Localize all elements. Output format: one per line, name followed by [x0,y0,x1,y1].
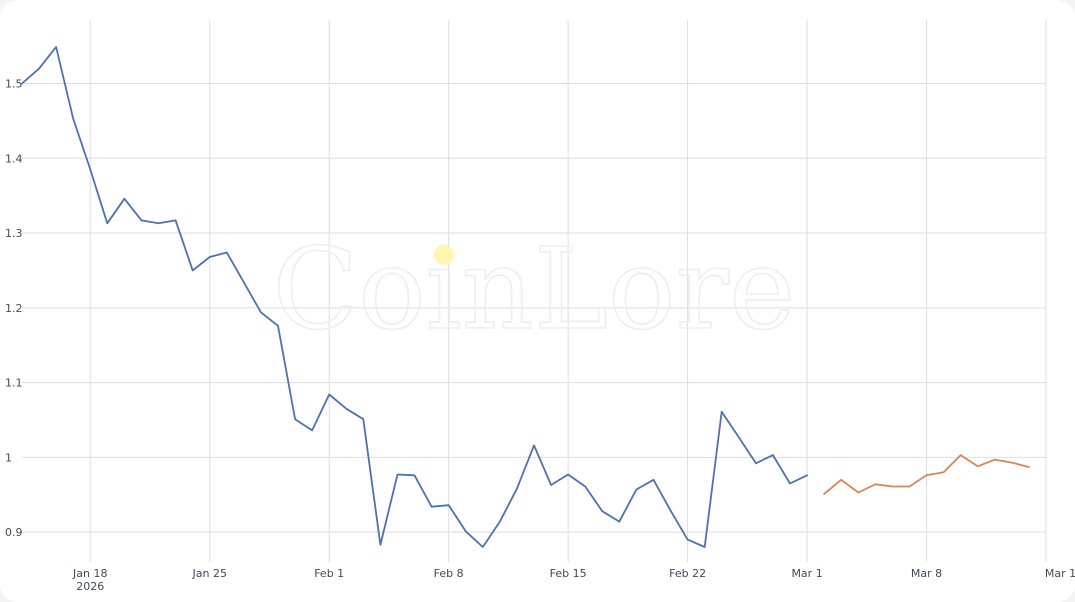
y-tick-label: 1.5 [5,78,23,91]
y-tick-label: 0.9 [5,526,23,539]
x-tick-year-label: 2026 [76,580,104,593]
x-tick-label: Mar 8 [911,567,942,580]
y-tick-label: 1.4 [5,152,23,165]
x-tick-label: Feb 22 [669,567,706,580]
x-tick-label: Feb 15 [550,567,587,580]
history-series-line [21,46,808,548]
grid [22,20,1047,562]
forecast-series-line [823,454,1030,495]
y-tick-label: 1.1 [5,377,23,390]
series-lines [21,46,1030,548]
y-tick-label: 1.3 [5,227,23,240]
x-tick-label: Feb 8 [434,567,464,580]
x-tick-label: Mar 15 [1045,567,1075,580]
cursor-highlight [434,245,454,265]
y-axis-ticks: 0.9 1 1.1 1.2 1.3 1.4 1.5 [5,78,23,540]
x-tick-label: Jan 18 [72,567,107,580]
x-tick-label: Feb 1 [314,567,344,580]
y-tick-label: 1.2 [5,302,23,315]
x-tick-label: Mar 1 [791,567,822,580]
x-tick-label: Jan 25 [192,567,227,580]
y-tick-label: 1 [5,451,12,464]
watermark-logo: CoinLore [273,225,796,355]
